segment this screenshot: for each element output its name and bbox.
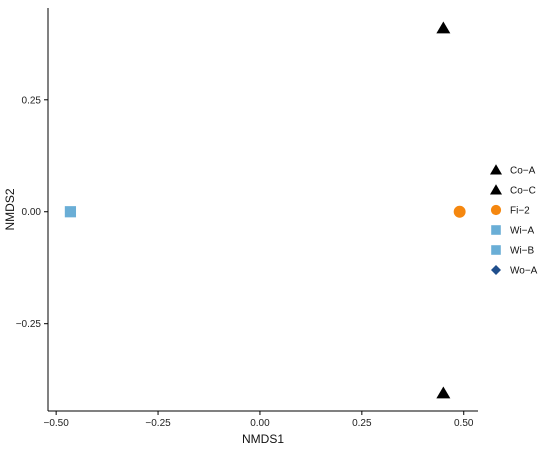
data-point [436, 21, 451, 34]
x-tick-label: −0.25 [145, 418, 171, 429]
x-tick-label: 0.00 [250, 418, 270, 429]
x-tick-label: −0.50 [43, 418, 69, 429]
legend-label: Wo−A [510, 266, 538, 277]
y-tick-label: 0.25 [22, 95, 42, 106]
data-point [436, 386, 451, 399]
data-points [64, 21, 466, 399]
legend-item: Wo−A [491, 265, 538, 277]
x-axis-title: NMDS1 [242, 432, 284, 446]
data-point [453, 205, 466, 218]
x-tick-label: 0.50 [454, 418, 474, 429]
legend-item: Co−A [490, 164, 536, 177]
legend-item: Co−C [490, 184, 536, 197]
legend-label: Wi−B [510, 246, 535, 257]
legend-square-icon [491, 245, 501, 255]
legend-item: Wi−A [491, 225, 535, 237]
legend-diamond-icon [491, 265, 501, 275]
legend-item: Wi−B [491, 245, 535, 257]
legend-square-icon [491, 225, 501, 235]
y-tick-label: 0.00 [22, 207, 42, 218]
legend-item: Fi−2 [490, 204, 530, 217]
data-point [64, 206, 77, 218]
x-axis-ticks: −0.50 −0.25 0.00 0.25 0.50 [43, 411, 474, 429]
legend-label: Wi−A [510, 226, 535, 237]
legend: Co−A Co−C Fi−2 Wi−A Wi−B Wo−A [490, 164, 538, 277]
y-axis-ticks: −0.25 0.00 0.25 [16, 95, 48, 330]
legend-label: Co−A [510, 166, 536, 177]
legend-triangle-icon [490, 184, 502, 195]
legend-circle-icon [490, 204, 502, 216]
x-tick-label: 0.25 [352, 418, 372, 429]
plot-area: −0.50 −0.25 0.00 0.25 0.50 −0.25 0.00 0.25 [16, 8, 478, 429]
legend-label: Co−C [510, 186, 536, 197]
legend-label: Fi−2 [510, 206, 530, 217]
y-axis-title: NMDS2 [3, 188, 17, 230]
y-tick-label: −0.25 [16, 319, 42, 330]
legend-triangle-icon [490, 164, 502, 175]
